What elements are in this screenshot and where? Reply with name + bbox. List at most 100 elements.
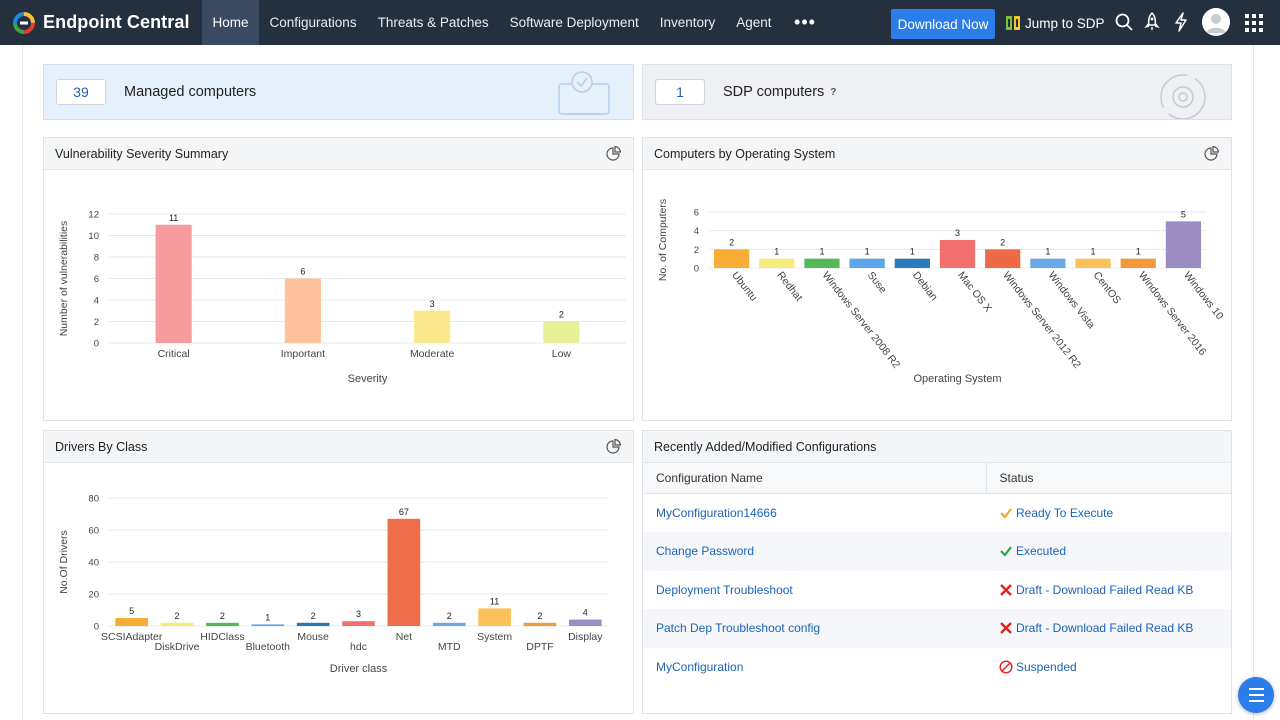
y-tick-label: 0 (94, 622, 99, 633)
status-text[interactable]: Executed (1016, 544, 1067, 559)
drivers-panel-header: Drivers By Class (44, 431, 633, 463)
table-row: MyConfiguration14666 Ready To Execute (643, 493, 1231, 532)
download-now-button[interactable]: Download Now (891, 9, 995, 39)
y-tick-label: 2 (694, 245, 699, 256)
os-panel: Computers by Operating System 0 2 4 6 2 Ubunt… (642, 137, 1232, 421)
search-icon[interactable] (1114, 12, 1134, 32)
table-header-row: Configuration Name Status (643, 463, 1231, 494)
panel-title: Recently Added/Modified Configurations (654, 439, 877, 454)
data-label: 2 (559, 310, 564, 320)
y-tick-label: 40 (88, 558, 99, 569)
bar (387, 518, 421, 626)
nav-more-button[interactable]: ••• (794, 12, 816, 32)
bar (568, 619, 602, 626)
os-panel-header: Computers by Operating System (643, 138, 1231, 170)
y-tick-label: 0 (94, 339, 99, 350)
configurations-panel-header: Recently Added/Modified Configurations (643, 431, 1231, 463)
rocket-icon[interactable] (1142, 12, 1162, 32)
bar (296, 622, 330, 626)
panel-title: Vulnerability Severity Summary (55, 146, 229, 161)
drivers-chart: 0 20 40 60 80 5 SCSIAdapter 2 DiskDrive 2 HIDClass… (58, 494, 608, 675)
status-text[interactable]: Suspended (1016, 659, 1077, 674)
check-icon (1000, 508, 1012, 519)
config-name-link[interactable]: MyConfiguration14666 (656, 505, 777, 520)
data-label: 2 (729, 237, 734, 247)
data-label: 2 (537, 611, 542, 621)
endpoint-central-logo-icon (13, 11, 35, 34)
vulnerability-chart: 0 2 4 6 8 10 12 11 Critical 6 Important 3 Moderate 2 L… (58, 210, 626, 385)
config-name-link[interactable]: MyConfiguration (656, 659, 744, 674)
menu-fab-button[interactable] (1238, 677, 1274, 713)
managed-count[interactable]: 39 (56, 79, 106, 105)
bar (939, 240, 976, 268)
x-tick-label: Debian (910, 269, 940, 303)
pie-chart-icon[interactable] (1204, 146, 1219, 161)
config-name-link[interactable]: Deployment Troubleshoot (656, 582, 793, 597)
y-tick-label: 6 (694, 208, 699, 219)
app-name: Endpoint Central (43, 12, 190, 32)
x-axis-title: Severity (348, 373, 388, 385)
lightning-icon[interactable] (1171, 12, 1191, 32)
y-tick-label: 60 (88, 526, 99, 537)
data-label: 5 (129, 606, 134, 616)
x-tick-label: Windows Server 2012 R2 (1000, 269, 1083, 370)
data-label: 4 (583, 608, 588, 618)
x-tick-label: Mac OS X (955, 269, 994, 314)
column-header-name[interactable]: Configuration Name (643, 463, 986, 494)
status-text[interactable]: Draft - Download Failed Read KB (1016, 621, 1194, 636)
y-axis-title: Number of vulnerabilities (58, 221, 70, 337)
data-label: 1 (1136, 247, 1141, 257)
nav-configurations[interactable]: Configurations (269, 15, 357, 30)
table-row: Change Password Executed (643, 532, 1231, 571)
help-icon[interactable]: ? (830, 86, 837, 98)
nav-inventory[interactable]: Inventory (659, 15, 716, 30)
data-label: 5 (1181, 209, 1186, 219)
data-label: 2 (220, 611, 225, 621)
data-label: 1 (774, 247, 779, 257)
y-tick-label: 10 (88, 231, 99, 242)
bar (543, 321, 580, 343)
status-text[interactable]: Ready To Execute (1016, 505, 1114, 520)
app-logo[interactable]: Endpoint Central (13, 11, 202, 34)
x-tick-label: System (477, 631, 512, 643)
x-tick-label: Windows Server 2008 R2 (820, 269, 903, 370)
x-tick-label: Suse (865, 269, 889, 295)
config-name-link[interactable]: Patch Dep Troubleshoot config (643, 609, 986, 648)
bar (849, 258, 885, 268)
column-header-status[interactable]: Status (985, 463, 1231, 494)
nav-agent[interactable]: Agent (736, 15, 772, 30)
sdp-icon (1006, 16, 1020, 30)
avatar[interactable] (1202, 8, 1230, 36)
status-cell: Suspended (986, 648, 1231, 687)
table-row: Patch Dep Troubleshoot config Draft - Do… (643, 609, 1231, 648)
data-label: 3 (430, 299, 435, 309)
y-axis-title: No. of Computers (657, 199, 669, 281)
status-cell: Ready To Execute (986, 493, 1231, 532)
data-label: 11 (169, 213, 178, 223)
managed-computers-card[interactable]: 39 Managed computers (43, 64, 634, 120)
sdp-count[interactable]: 1 (655, 79, 705, 105)
pie-chart-icon[interactable] (606, 439, 621, 454)
data-label: 3 (955, 228, 960, 238)
cross-icon (1000, 622, 1012, 635)
nav-threats-patches[interactable]: Threats & Patches (377, 15, 489, 30)
panel-title: Drivers By Class (55, 439, 148, 454)
apps-grid-icon[interactable] (1245, 14, 1263, 32)
status-cell: Draft - Download Failed Read KB (986, 609, 1231, 648)
cross-icon (1000, 583, 1012, 596)
jump-to-sdp-link[interactable]: Jump to SDP (1006, 10, 1105, 36)
nav-software-deployment[interactable]: Software Deployment (509, 15, 639, 30)
x-tick-label: DPTF (526, 641, 553, 653)
bar (523, 622, 557, 626)
bar (251, 624, 285, 626)
sync-gear-icon (1160, 74, 1206, 119)
status-text[interactable]: Draft - Download Failed Read KB (1016, 582, 1194, 597)
x-tick-label: Windows Vista (1045, 269, 1097, 331)
pie-chart-icon[interactable] (606, 146, 621, 161)
y-tick-label: 0 (694, 264, 699, 275)
nav-home[interactable]: Home (202, 0, 260, 45)
data-label: 3 (356, 609, 361, 619)
sdp-computers-card[interactable]: 1 SDP computers ? (642, 64, 1232, 120)
config-name-link[interactable]: Change Password (643, 532, 986, 571)
suspended-icon (999, 660, 1013, 674)
